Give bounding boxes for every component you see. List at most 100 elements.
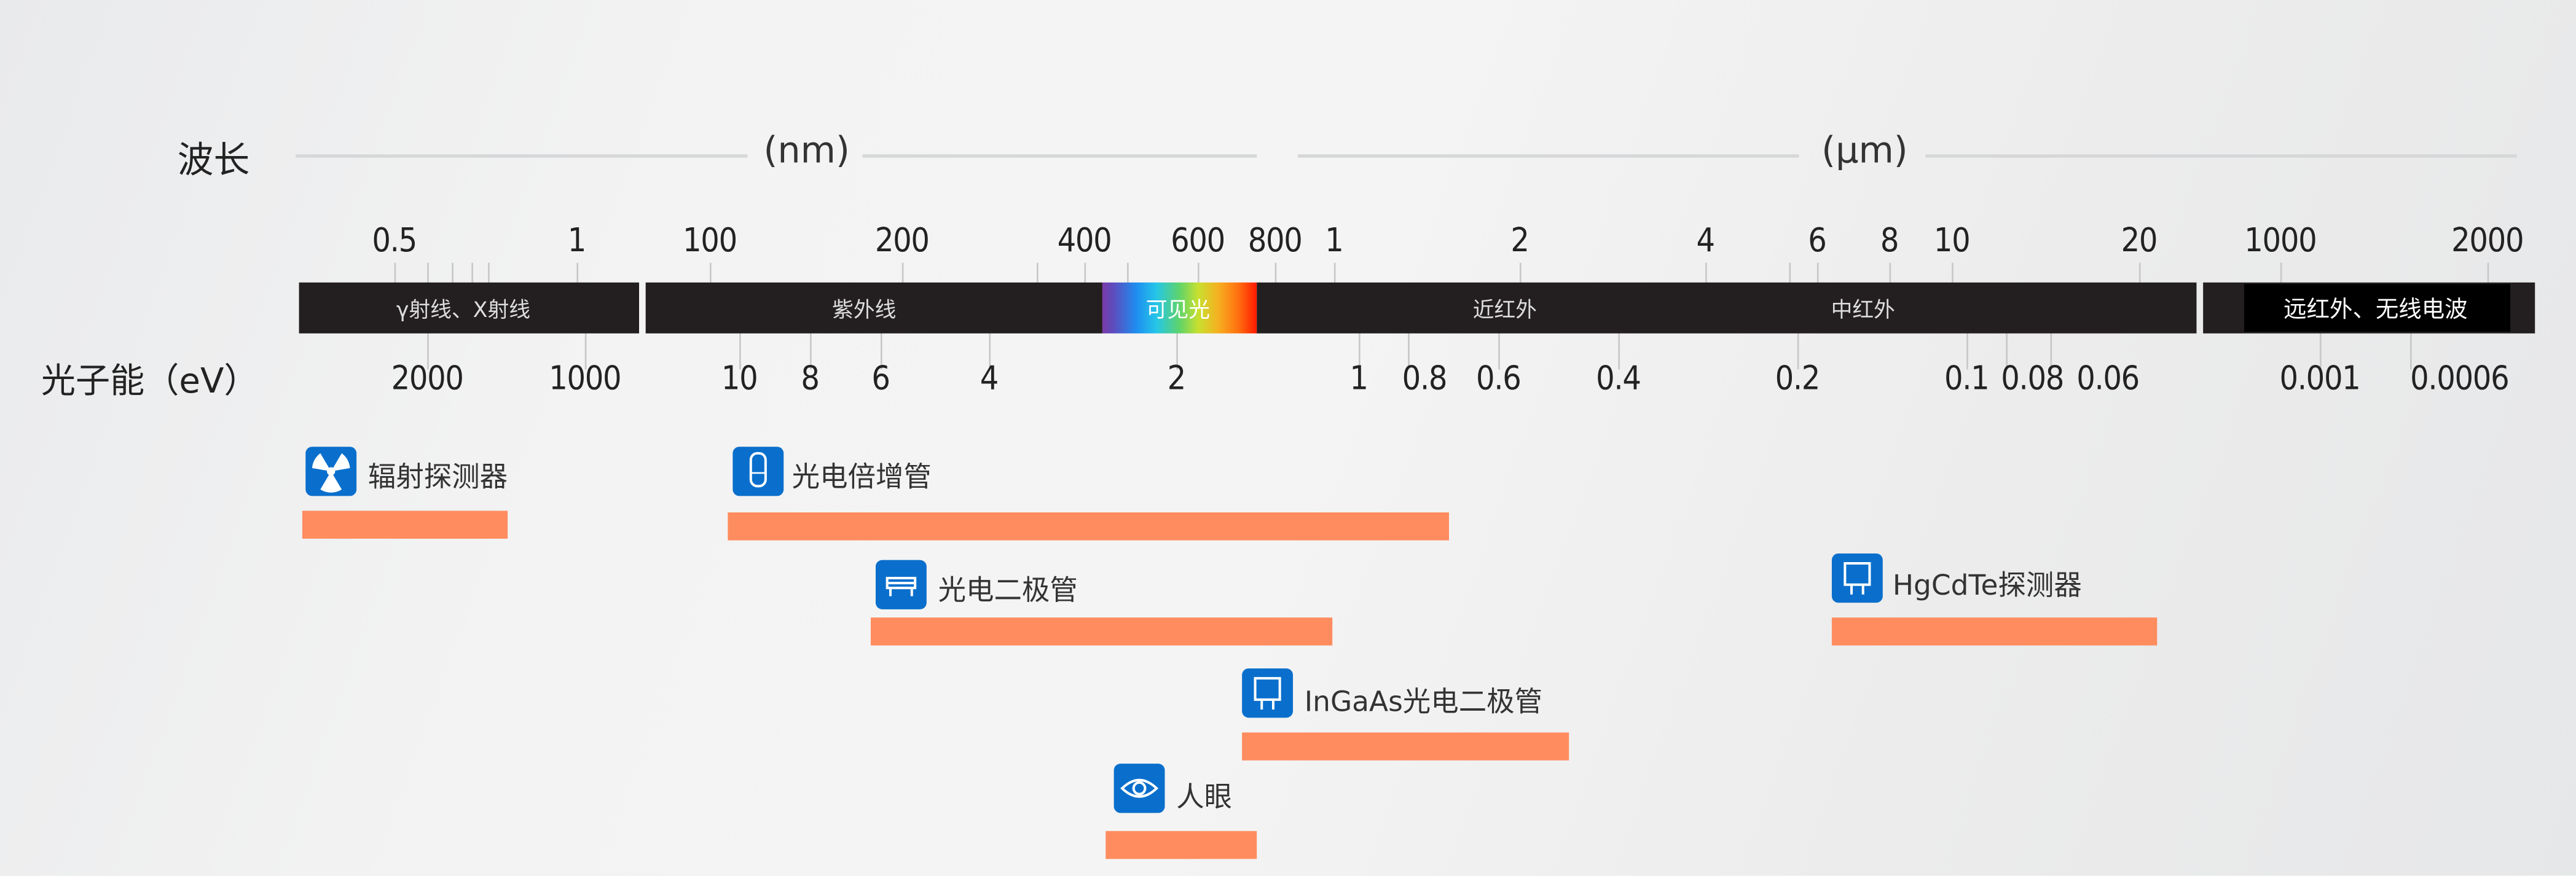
energy-tick: 0.08 <box>2001 358 2064 397</box>
tick-mark <box>1705 262 1707 283</box>
tick-mark <box>1176 333 1178 370</box>
tick-mark <box>1966 333 1968 370</box>
wavelength-tick: 20 <box>2121 220 2158 260</box>
divider <box>1925 154 2517 158</box>
tick-mark <box>1036 262 1039 283</box>
tick-mark <box>739 333 741 370</box>
unit-nm: (nm) <box>763 131 850 173</box>
tick-mark <box>2319 333 2322 370</box>
eye-icon <box>1113 764 1165 813</box>
tick-mark <box>584 333 587 370</box>
tick-mark <box>488 262 490 283</box>
detector-label: 辐射探测器 <box>367 461 508 495</box>
tick-mark <box>1889 262 1891 283</box>
energy-tick: 0.2 <box>1775 358 1821 397</box>
tick-mark <box>1618 333 1620 370</box>
wavelength-tick: 0.5 <box>372 220 417 260</box>
energy-tick: 4 <box>980 358 999 397</box>
ingaas-photodiode-icon <box>1242 668 1294 718</box>
band-infrared <box>1257 282 2197 334</box>
tick-mark <box>901 262 904 283</box>
tick-mark <box>1952 262 1954 283</box>
energy-tick: 0.06 <box>2076 358 2140 397</box>
energy-tick: 0.8 <box>1402 358 1448 397</box>
detector-label: 光电二极管 <box>938 574 1078 608</box>
detector-range-bar <box>1242 732 1569 761</box>
tick-mark <box>427 333 429 370</box>
energy-tick: 6 <box>871 358 890 397</box>
detector-label: 人眼 <box>1176 781 1233 815</box>
wavelength-label: 波长 <box>177 141 250 182</box>
wavelength-tick: 1 <box>567 220 587 260</box>
energy-tick: 0.1 <box>1944 358 1990 397</box>
tick-mark <box>709 262 712 283</box>
band-label-uv: 紫外线 <box>832 299 897 324</box>
wavelength-tick: 4 <box>1696 220 1715 260</box>
wavelength-tick: 100 <box>683 220 737 260</box>
unit-um: (μm) <box>1821 131 1908 173</box>
tick-mark <box>1274 262 1277 283</box>
wavelength-tick: 2 <box>1510 220 1530 260</box>
band-label-mir: 中红外 <box>1831 299 1895 324</box>
wavelength-tick: 800 <box>1247 220 1303 260</box>
tick-mark <box>1498 333 1500 370</box>
tick-mark <box>1816 262 1819 283</box>
tick-mark <box>880 333 882 370</box>
energy-tick: 1000 <box>549 358 621 397</box>
detector-range-bar <box>1105 831 1257 859</box>
tick-mark <box>471 262 473 283</box>
tick-mark <box>1519 262 1522 283</box>
tick-mark <box>1127 262 1129 283</box>
band-label-visible: 可见光 <box>1145 299 1211 324</box>
wavelength-tick: 1000 <box>2244 220 2317 260</box>
detector-range-bar <box>1831 617 2158 646</box>
band-label-nir: 近红外 <box>1472 299 1537 324</box>
tick-mark <box>452 262 454 283</box>
divider <box>862 154 1257 158</box>
wavelength-tick: 10 <box>1933 220 1971 260</box>
tick-mark <box>2006 333 2008 370</box>
tick-mark <box>1358 333 1361 370</box>
detector-range-bar <box>728 512 1450 541</box>
divider <box>296 154 748 158</box>
wavelength-tick: 6 <box>1808 220 1827 260</box>
wavelength-tick: 1 <box>1325 220 1344 260</box>
energy-tick: 1 <box>1349 358 1368 397</box>
wavelength-tick: 8 <box>1880 220 1899 260</box>
wavelength-tick: 400 <box>1057 220 1112 260</box>
band-visible <box>1102 282 1257 334</box>
energy-tick: 0.001 <box>2279 358 2360 397</box>
energy-tick: 2000 <box>391 358 464 397</box>
wavelength-tick: 2000 <box>2451 220 2524 260</box>
tick-mark <box>2487 262 2489 283</box>
energy-tick: 0.0006 <box>2410 358 2510 397</box>
photodiode-icon <box>875 560 927 609</box>
energy-tick: 0.4 <box>1596 358 1641 397</box>
energy-tick: 0.6 <box>1475 358 1522 397</box>
tick-mark <box>1789 262 1791 283</box>
wavelength-tick: 600 <box>1171 220 1225 260</box>
wavelength-tick: 200 <box>874 220 930 260</box>
tick-mark <box>394 262 396 283</box>
energy-tick: 2 <box>1167 358 1187 397</box>
divider <box>1298 154 1799 158</box>
detector-label: 光电倍增管 <box>791 461 932 495</box>
detector-label: HgCdTe探测器 <box>1892 569 2082 603</box>
band-label-xray: γ射线、X射线 <box>396 299 531 324</box>
energy-tick: 10 <box>721 358 758 397</box>
band-label-fir: 远红外、无线电波 <box>2283 297 2468 324</box>
tick-mark <box>2280 262 2282 283</box>
detector-label: InGaAs光电二极管 <box>1304 686 1543 719</box>
tick-mark <box>989 333 991 370</box>
band-xray <box>299 282 639 334</box>
energy-label: 光子能（eV） <box>41 361 259 401</box>
hgcdte-detector-icon <box>1831 553 1883 603</box>
tick-mark <box>1797 333 1799 370</box>
tick-mark <box>427 262 429 283</box>
band-uv <box>645 282 1102 334</box>
detector-range-bar <box>302 510 508 539</box>
tick-mark <box>2050 333 2052 370</box>
tick-mark <box>1197 262 1200 283</box>
photomultiplier-tube-icon <box>732 447 784 496</box>
